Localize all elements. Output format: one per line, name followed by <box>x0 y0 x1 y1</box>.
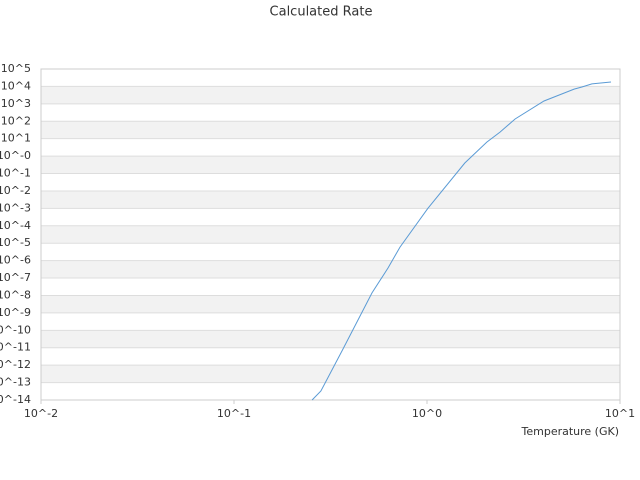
plot-frame <box>40 68 621 401</box>
y-tick-label: 10^-7 <box>0 271 31 284</box>
x-tick-label: 10^-2 <box>24 407 58 420</box>
grid-band <box>41 190 620 209</box>
x-axis-label: Temperature (GK) <box>521 425 620 438</box>
x-tick-label: 10^1 <box>605 407 635 420</box>
data-line <box>311 81 612 401</box>
y-tick-label: 10^3 <box>1 97 31 110</box>
grid-band <box>41 121 620 139</box>
y-tick-label: 10^4 <box>1 79 31 92</box>
grid-band <box>41 260 620 279</box>
y-tick-label: 10^1 <box>1 132 31 145</box>
grid-band <box>41 156 620 174</box>
y-tick-label: 10^-9 <box>0 306 31 319</box>
y-tick-label: 10^-8 <box>0 288 31 301</box>
chart-title: Calculated Rate <box>270 5 373 20</box>
y-tick-label: 10^-4 <box>0 219 31 232</box>
grid-band <box>41 295 620 313</box>
y-tick-label: 10^-13 <box>0 376 31 389</box>
y-tick-label: 10^-10 <box>0 323 31 336</box>
y-tick-label: 10^-11 <box>0 341 31 354</box>
y-tick-label: 10^2 <box>1 114 31 127</box>
y-tick-label: 10^-5 <box>0 236 31 249</box>
y-tick-label: 10^5 <box>1 62 31 75</box>
y-tick-label: 10^-0 <box>0 149 31 162</box>
grid-band <box>41 86 620 104</box>
x-tick-label: 10^0 <box>412 407 442 420</box>
y-tick-label: 10^-12 <box>0 358 31 371</box>
x-tick-label: 10^-1 <box>217 407 251 420</box>
grid-band <box>41 330 620 348</box>
y-tick-label: 10^-14 <box>0 393 31 406</box>
y-tick-label: 10^-3 <box>0 201 31 214</box>
grid-band <box>41 365 620 383</box>
y-tick-label: 10^-2 <box>0 184 31 197</box>
y-tick-label: 10^-1 <box>0 167 31 180</box>
grid-band <box>41 225 620 244</box>
y-tick-label: 10^-6 <box>0 254 31 267</box>
